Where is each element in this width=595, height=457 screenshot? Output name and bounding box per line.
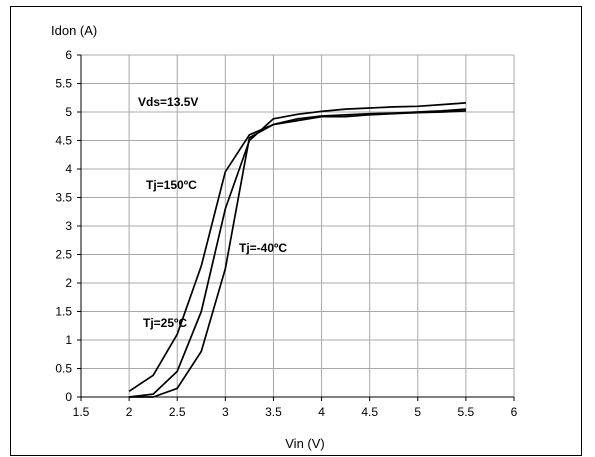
x-axis-label: Vin (V) xyxy=(285,436,325,451)
y-tick-label: 4 xyxy=(65,162,72,176)
x-tick-label: 5 xyxy=(414,405,421,419)
x-tick-label: 3 xyxy=(222,405,229,419)
series-line-tj-25-c xyxy=(129,108,466,398)
y-tick-label: 3.5 xyxy=(55,191,72,205)
annotation-tj150: Tj=150ºC xyxy=(146,178,197,192)
y-tick-label: 5.5 xyxy=(55,77,72,91)
y-tick-label: 5 xyxy=(65,105,72,119)
x-tick-label: 2.5 xyxy=(169,405,186,419)
y-tick-label: 4.5 xyxy=(55,134,72,148)
x-tick-label: 5.5 xyxy=(458,405,475,419)
annotation-vds: Vds=13.5V xyxy=(138,95,198,109)
y-tick-label: 1.5 xyxy=(55,305,72,319)
chart-svg: 1.5 2 2.5 3 3.5 4 4.5 5 5.5 6 0 0.5 1 1.5 2 2.5 3 3.5 4 4.5… xyxy=(51,23,518,451)
series-line-tj-40-c xyxy=(128,102,466,398)
y-tick-label: 0.5 xyxy=(55,362,72,376)
y-axis-label: Idon (A) xyxy=(51,23,97,38)
x-tick-label: 1.5 xyxy=(73,405,90,419)
annotation-tj25: Tj=25ºC xyxy=(143,316,187,330)
x-tick-label: 3.5 xyxy=(265,405,282,419)
series-line-tj-150-c xyxy=(128,110,466,393)
series-lines xyxy=(128,102,466,398)
x-tick-label: 4 xyxy=(318,405,325,419)
chart-frame: 1.5 2 2.5 3 3.5 4 4.5 5 5.5 6 0 0.5 1 1.5 2 2.5 3 3.5 4 4.5… xyxy=(10,6,582,456)
x-tick-label: 4.5 xyxy=(361,405,378,419)
tick-labels: 1.5 2 2.5 3 3.5 4 4.5 5 5.5 6 0 0.5 1 1.5 2 2.5 3 3.5 4 4.5… xyxy=(55,48,517,419)
annotation-tj-40: Tj=-40ºC xyxy=(239,241,287,255)
y-tick-label: 3 xyxy=(65,219,72,233)
y-tick-label: 2 xyxy=(65,276,72,290)
x-tick-label: 2 xyxy=(126,405,133,419)
y-tick-label: 1 xyxy=(65,333,72,347)
y-tick-label: 2.5 xyxy=(55,248,72,262)
y-tick-label: 0 xyxy=(65,390,72,404)
y-tick-label: 6 xyxy=(65,48,72,62)
x-tick-label: 6 xyxy=(511,405,518,419)
